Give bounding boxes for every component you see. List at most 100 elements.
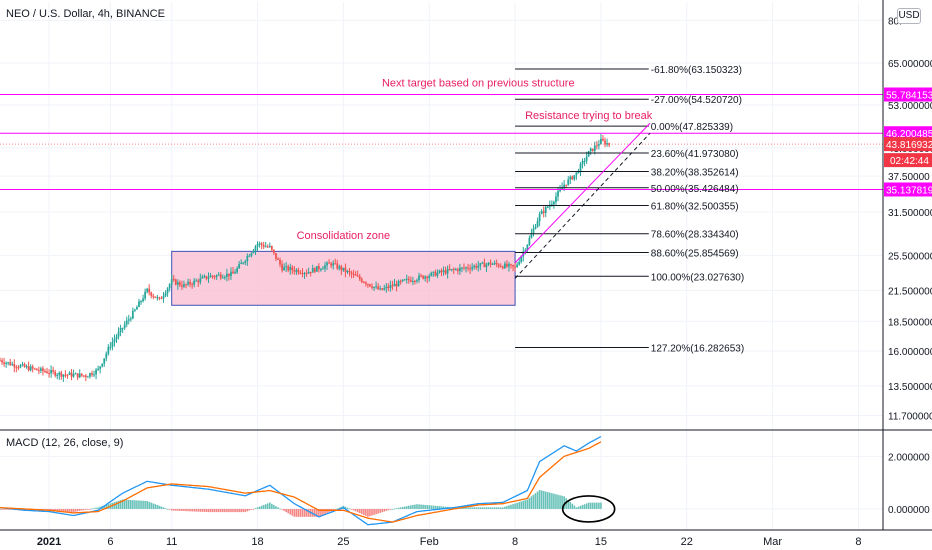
candle-body (340, 266, 343, 271)
macd-histogram-bar (66, 508, 69, 512)
candle-body (191, 284, 194, 286)
candle-body (491, 263, 494, 265)
candle-body (528, 238, 531, 245)
y-tick-label: 16.000000 (888, 347, 932, 358)
macd-histogram-bar (585, 503, 588, 509)
candle-body (172, 279, 175, 281)
macd-histogram-bar (350, 508, 353, 510)
candle-body (387, 286, 390, 289)
candle-body (461, 267, 463, 269)
candle-body (236, 268, 239, 273)
macd-histogram-bar (551, 493, 553, 509)
x-tick-label: 6 (107, 536, 113, 548)
candle-body (536, 221, 539, 228)
macd-histogram-bar (502, 507, 504, 509)
candle-body (1, 360, 3, 363)
candle-body (442, 270, 445, 273)
macd-histogram-bar (236, 508, 238, 513)
macd-histogram-bar (103, 505, 106, 509)
macd-histogram-bar (179, 508, 181, 511)
candle-body (391, 285, 394, 287)
candle-body (64, 374, 67, 376)
y-tick-label: 65.000000 (888, 59, 932, 70)
macd-histogram-bar (162, 507, 165, 509)
macd-histogram-bar (123, 499, 126, 509)
candle-body (242, 262, 245, 264)
candle-body (471, 267, 474, 270)
candle-body (48, 373, 50, 375)
macd-histogram-bar (193, 508, 195, 512)
candle-body (326, 262, 328, 266)
candle-body (17, 367, 20, 369)
candle-body (438, 270, 441, 273)
candle-body (444, 270, 447, 274)
candle-body (375, 286, 377, 288)
macd-histogram-bar (197, 508, 200, 512)
macd-histogram-bar (410, 505, 412, 509)
candle-body (76, 373, 79, 378)
candle-body (487, 262, 490, 265)
macd-histogram-bar (387, 508, 390, 511)
macd-histogram-bar (158, 505, 161, 509)
candle-body (35, 368, 38, 371)
candle-body (275, 252, 277, 259)
macd-histogram-bar (256, 507, 259, 509)
chart-annotation: Resistance trying to break (525, 110, 653, 122)
macd-histogram-bar (499, 507, 502, 509)
x-tick-label: 8 (512, 536, 518, 548)
currency-button[interactable]: USD (897, 8, 921, 24)
candle-body (97, 368, 100, 370)
macd-histogram-bar (248, 508, 251, 511)
circle-annotation (561, 495, 616, 523)
candle-body (557, 191, 559, 197)
candle-body (532, 228, 535, 234)
macd-histogram-bar (512, 504, 514, 509)
macd-histogram-bar (209, 508, 212, 513)
candle-body (5, 362, 8, 364)
candle-body (534, 227, 537, 229)
macd-histogram-bar (226, 508, 228, 513)
macd-histogram-bar (3, 508, 5, 510)
macd-histogram-bar (369, 508, 371, 517)
macd-y-tick-label: 2.000000 (888, 452, 930, 463)
candle-body (364, 282, 367, 285)
candle-body (89, 373, 91, 377)
macd-histogram-bar (72, 508, 75, 513)
macd-histogram-bar (291, 508, 294, 516)
fib-level-label: -27.00%(54.520720) (651, 95, 742, 106)
macd-histogram-bar (379, 508, 381, 513)
candle-body (524, 250, 527, 252)
macd-histogram-bar (80, 508, 83, 511)
macd-histogram-bar (510, 504, 512, 509)
candle-body (409, 280, 412, 282)
candle-body (199, 278, 202, 283)
candle-body (140, 301, 142, 303)
macd-histogram-bar (481, 507, 484, 509)
x-tick-label: 18 (251, 536, 263, 548)
candle-body (567, 179, 570, 185)
candle-body (178, 282, 181, 286)
candle-body (225, 273, 228, 277)
candle-body (577, 172, 580, 174)
candle-body (479, 263, 482, 266)
macd-histogram-bar (305, 508, 308, 517)
candle-body (395, 283, 398, 287)
macd-histogram-bar (164, 508, 167, 509)
macd-histogram-bar (463, 507, 465, 509)
candle-body (518, 261, 521, 265)
price-tag-label: 46.200485 (886, 129, 932, 140)
macd-histogram-bar (264, 504, 267, 509)
price-tags: 55.784153 46.200485 35.137819 43.816932 02:4… (884, 87, 932, 197)
candle-body (336, 263, 339, 269)
candle-body (499, 266, 502, 268)
macd-histogram-bar (520, 501, 523, 509)
candle-body (115, 336, 118, 340)
y-tick-label: 25.500000 (888, 251, 932, 262)
candle-body (473, 265, 476, 268)
macd-histogram-bar (579, 505, 582, 509)
macd-histogram-bar (221, 508, 224, 513)
macd-histogram-bar (389, 508, 392, 510)
candle-body (136, 306, 138, 310)
candle-body (328, 262, 330, 264)
